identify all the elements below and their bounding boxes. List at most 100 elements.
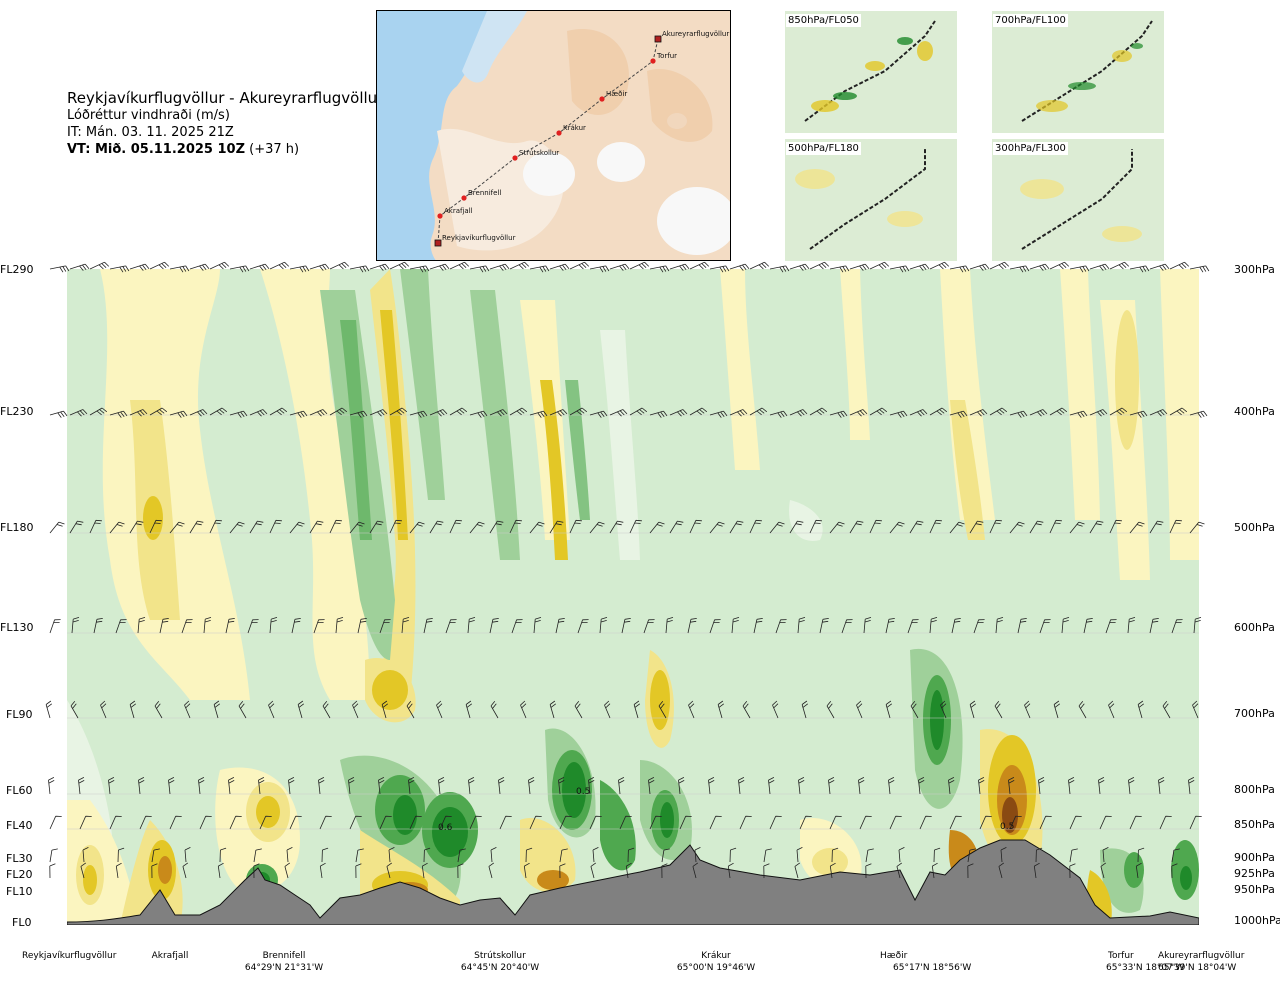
wind-barb [709, 410, 728, 418]
map-station-marker [650, 58, 656, 64]
wind-barb [229, 815, 242, 830]
mini-map-label: 500hPa/FL180 [786, 142, 861, 155]
wind-barb [940, 700, 947, 719]
wind-barb [449, 519, 462, 534]
wind-barb [588, 777, 595, 795]
wind-barb [809, 407, 828, 416]
wind-barb [829, 815, 842, 830]
wind-barb [509, 407, 528, 416]
wind-barb [203, 617, 212, 634]
wind-barb [1089, 263, 1110, 271]
wind-barb [154, 700, 163, 719]
wind-barb [369, 520, 384, 534]
wind-barb [1189, 410, 1208, 418]
wind-barb [898, 847, 905, 863]
hpa-label: 950hPa [1234, 883, 1275, 896]
wind-barb [775, 619, 787, 634]
wind-barb [769, 815, 782, 830]
wind-barb [213, 700, 221, 719]
wind-barb [109, 521, 125, 534]
wind-barb [109, 265, 130, 273]
station-coord: 65°33'N 18°07'W [1106, 963, 1185, 973]
wind-barb [688, 700, 695, 719]
wind-barb [498, 777, 505, 795]
wind-barb [1053, 700, 1061, 719]
wind-barb [1069, 410, 1088, 418]
wind-barb [995, 617, 1004, 634]
fl-label: FL20 [6, 868, 33, 881]
wind-barb [313, 619, 325, 634]
wind-barb [49, 265, 70, 273]
map-station-marker [461, 195, 467, 201]
wind-barb [885, 700, 893, 719]
wind-barb [284, 862, 291, 879]
wind-barb [1171, 619, 1183, 634]
wind-barb [599, 617, 608, 634]
wind-barb [429, 263, 450, 271]
wind-barb [488, 862, 495, 879]
wind-barb [1169, 407, 1188, 416]
wind-barb [669, 520, 684, 534]
wind-barb [1108, 700, 1115, 719]
wind-barb [951, 618, 961, 634]
wind-barb [1035, 847, 1043, 863]
wind-barb [319, 815, 332, 830]
wind-barb [661, 848, 670, 863]
wind-barb [1129, 265, 1150, 273]
map-station-label: Hæðir [606, 90, 627, 98]
wind-barb [379, 815, 392, 830]
wind-barb [909, 520, 924, 534]
valid-time-bold: VT: Mið. 05.11.2025 10Z [67, 142, 246, 157]
hpa-label: 800hPa [1234, 783, 1275, 796]
wind-barb [1189, 521, 1205, 534]
wind-barb [1149, 520, 1164, 534]
wind-barb [225, 618, 235, 634]
wind-barb [129, 263, 150, 271]
wind-barb [998, 862, 1005, 879]
wind-barb [401, 617, 410, 634]
wind-barb [569, 407, 588, 416]
pressure-level-lines [67, 414, 1199, 830]
wind-barb [967, 863, 974, 879]
wind-barb [269, 519, 282, 534]
wind-barb [253, 863, 260, 879]
mini-map-300-graphic [992, 139, 1164, 261]
wind-barb [627, 847, 635, 863]
wind-barb [1024, 700, 1031, 719]
wind-barb [619, 815, 632, 830]
wind-barb [249, 520, 264, 534]
wind-barb [129, 409, 148, 417]
wind-barb [1189, 815, 1202, 830]
wind-barb [520, 700, 527, 719]
wind-barb [1127, 617, 1136, 634]
wind-barb [1083, 618, 1093, 634]
wind-barb [1078, 700, 1087, 719]
wind-barb [648, 777, 655, 795]
wind-barb [149, 519, 162, 534]
wind-barb [794, 862, 801, 879]
wind-barb [692, 862, 699, 879]
wind-barb [269, 617, 278, 634]
wind-barb [1149, 618, 1159, 634]
wind-barb [863, 617, 872, 634]
wind-barb [841, 619, 853, 634]
station-coord: 65°17'N 18°56'W [893, 963, 972, 973]
wind-barb [69, 520, 84, 534]
station-name: Hæðir [880, 951, 908, 961]
wind-barb [78, 777, 85, 795]
map-station-marker [437, 213, 443, 219]
wind-barb [969, 409, 988, 417]
wind-barb [1049, 407, 1068, 416]
wind-barb [523, 862, 530, 879]
wind-barb [100, 700, 107, 719]
hpa-label: 1000hPa [1234, 914, 1280, 927]
fl-label: FL130 [0, 621, 34, 634]
wind-barb [869, 519, 882, 534]
wind-barb [849, 409, 868, 417]
mini-map-500: 500hPa/FL180 [785, 139, 957, 261]
wind-barb [389, 261, 410, 270]
wind-barb [789, 520, 804, 534]
wind-barb [559, 815, 572, 830]
wind-barb [994, 700, 1003, 719]
fl-label: FL230 [0, 405, 34, 418]
